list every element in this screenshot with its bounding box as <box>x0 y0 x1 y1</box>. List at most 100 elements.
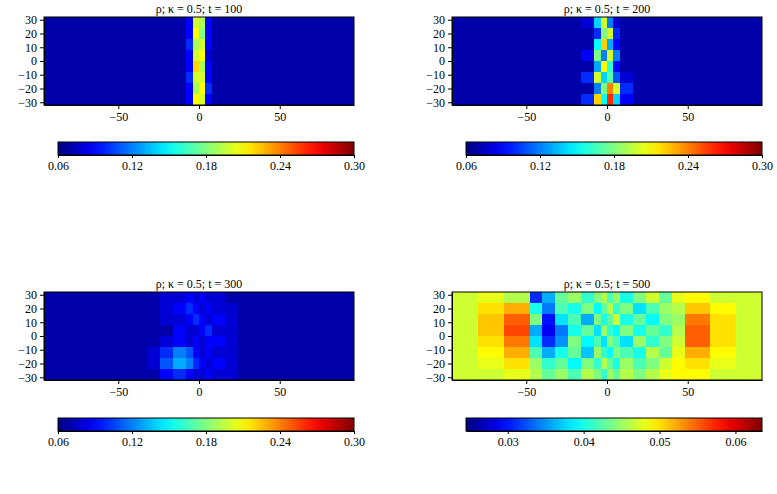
cell <box>225 292 238 304</box>
x-axis-tick-label: 0 <box>197 110 203 124</box>
cell <box>736 50 762 62</box>
cell <box>710 292 736 304</box>
cell <box>264 336 277 348</box>
cell <box>225 83 238 95</box>
cell <box>736 17 762 29</box>
cell <box>302 369 328 380</box>
y-axis-tick: 30 <box>25 13 44 27</box>
cell <box>620 358 633 370</box>
cell <box>620 347 633 359</box>
cell <box>199 358 206 370</box>
cell <box>478 50 504 62</box>
cell <box>659 83 672 95</box>
cell <box>613 61 620 73</box>
cell <box>478 358 504 370</box>
x-axis-tick-mark <box>607 105 608 109</box>
cell <box>302 28 328 40</box>
cell <box>122 358 135 370</box>
cell <box>122 28 135 40</box>
cell <box>44 61 70 73</box>
heatmap-cells <box>44 17 354 105</box>
cell <box>173 303 186 315</box>
y-axis-tick-mark <box>448 75 452 76</box>
cell <box>594 292 601 304</box>
cell <box>173 347 186 359</box>
colorbar-axis-tick-label: 0.24 <box>270 435 291 449</box>
cell <box>186 72 193 84</box>
cell <box>238 72 251 84</box>
cell <box>504 336 530 348</box>
plot-frame <box>452 17 762 105</box>
colorbar-axis-tick: 0.24 <box>270 431 291 449</box>
cell <box>478 83 504 95</box>
cell <box>238 83 251 95</box>
cell <box>212 314 225 326</box>
cell <box>147 72 160 84</box>
cell <box>302 358 328 370</box>
cell <box>147 325 160 337</box>
cell <box>328 292 354 304</box>
cell <box>212 72 225 84</box>
cell <box>555 369 568 380</box>
cell <box>264 347 277 359</box>
cell <box>613 50 620 62</box>
heatmap-cells <box>452 292 762 380</box>
cell <box>504 61 530 73</box>
cell <box>620 39 633 51</box>
cell <box>186 303 193 315</box>
cell <box>613 28 620 40</box>
cell <box>555 39 568 51</box>
cell <box>659 358 672 370</box>
cell <box>160 50 173 62</box>
colorbar-axis-tick-label: 0.18 <box>196 159 217 173</box>
cell <box>173 94 186 105</box>
cell <box>251 303 264 315</box>
cell <box>212 325 225 337</box>
cell <box>44 28 70 40</box>
cell <box>264 369 277 380</box>
cell <box>601 336 608 348</box>
cell <box>193 50 200 62</box>
cell <box>212 39 225 51</box>
cell <box>555 336 568 348</box>
cell <box>594 325 601 337</box>
cell <box>225 369 238 380</box>
cell <box>710 72 736 84</box>
cell <box>659 314 672 326</box>
cell <box>504 314 530 326</box>
y-axis-tick-mark <box>40 102 44 103</box>
cell <box>633 369 646 380</box>
cell <box>122 347 135 359</box>
y-axis-tick-label: 0 <box>31 329 37 343</box>
cell <box>264 61 277 73</box>
cell <box>633 336 646 348</box>
cell <box>542 39 555 51</box>
cell <box>96 50 122 62</box>
y-axis-tick-mark <box>40 47 44 48</box>
y-axis-tick-mark <box>40 75 44 76</box>
cell <box>736 369 762 380</box>
cell <box>601 325 608 337</box>
cell <box>607 336 614 348</box>
colorbar-axis-tick-label: 0.18 <box>604 159 625 173</box>
cell <box>212 61 225 73</box>
cell <box>96 292 122 304</box>
cell <box>672 50 685 62</box>
y-axis-tick: −10 <box>18 343 44 357</box>
cell <box>193 61 200 73</box>
x-axis: −50050 <box>453 380 763 399</box>
cell <box>504 303 530 315</box>
cell <box>199 336 206 348</box>
cell <box>302 72 328 84</box>
cell <box>193 17 200 29</box>
y-axis-tick: −10 <box>426 68 452 82</box>
cell <box>672 28 685 40</box>
cell <box>607 17 614 29</box>
y-axis-tick-label: 20 <box>433 27 445 41</box>
cell <box>685 50 711 62</box>
panel: −50050−30−20−100102030ρ; κ = 0.5; t = 20… <box>426 2 773 173</box>
colorbar-axis-tick: 0.30 <box>344 431 365 449</box>
cell <box>251 83 264 95</box>
cell <box>186 347 193 359</box>
cell <box>199 50 206 62</box>
